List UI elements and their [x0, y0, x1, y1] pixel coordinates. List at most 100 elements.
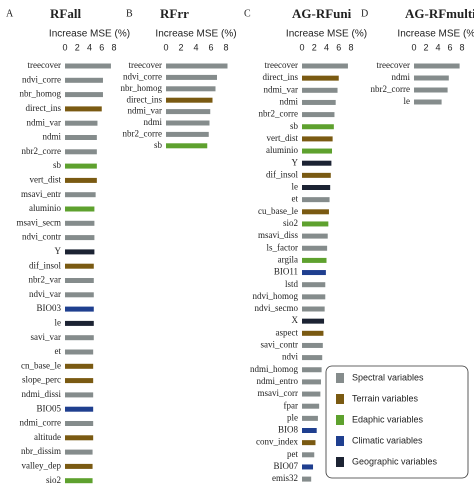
bar [302, 452, 315, 458]
category-label: aluminio [29, 203, 61, 213]
bar [65, 120, 98, 126]
x-tick-label: 8 [348, 42, 353, 52]
bar [65, 206, 95, 212]
category-label: treecover [265, 60, 298, 70]
bar [302, 476, 312, 482]
bar [302, 197, 330, 203]
category-label: nbr2_corre [22, 146, 61, 156]
category-label: nbr_dissim [21, 446, 61, 456]
category-label: le [292, 182, 299, 192]
category-label: ndvi_corre [22, 74, 61, 84]
bar [65, 135, 97, 140]
bar [302, 379, 321, 385]
bar [302, 415, 318, 421]
category-label: le [404, 96, 411, 106]
x-tick-label: 8 [459, 42, 464, 52]
category-label: sb [154, 140, 163, 150]
bar [65, 249, 95, 255]
bar [302, 403, 320, 409]
bar [414, 63, 460, 69]
category-label: ndvi_var [29, 289, 61, 299]
category-label: ndmi [143, 117, 162, 127]
bar [302, 87, 338, 93]
bar [302, 355, 323, 361]
category-label: ls_factor [267, 242, 299, 252]
category-label: conv_index [256, 437, 298, 447]
bar [302, 112, 335, 118]
x-tick-label: 0 [411, 42, 416, 52]
panel-title: RFall [50, 6, 81, 21]
x-axis-label: Increase MSE (%) [397, 29, 474, 40]
bar [302, 428, 317, 433]
bar [302, 136, 333, 142]
category-label: direct_ins [263, 72, 299, 82]
bar [65, 106, 102, 112]
bar [65, 421, 94, 426]
x-tick-label: 6 [99, 42, 104, 52]
category-label: nbr_homog [20, 89, 62, 99]
legend-label: Terrain variables [352, 393, 419, 403]
x-axis-label: Increase MSE (%) [49, 29, 130, 40]
category-label: slope_perc [22, 375, 61, 385]
category-label: treecover [28, 60, 61, 70]
x-tick-label: 2 [178, 42, 183, 52]
category-label: X [292, 315, 299, 325]
bar [414, 99, 442, 105]
category-label: vert_dist [267, 133, 299, 143]
bar [65, 92, 103, 98]
panel-letter: B [126, 8, 133, 19]
category-label: ndvi_homog [252, 291, 298, 301]
bar [302, 257, 327, 263]
category-label: valley_dep [22, 460, 62, 470]
x-tick-label: 6 [208, 42, 213, 52]
category-label: msavi_entr [21, 189, 61, 199]
bar [302, 294, 326, 300]
bar [65, 363, 94, 369]
bar [166, 131, 209, 137]
bar [414, 75, 449, 81]
bar [302, 306, 325, 312]
legend-label: Climatic variables [352, 435, 423, 445]
bar [166, 97, 213, 103]
bar [302, 124, 334, 130]
bar [302, 185, 331, 190]
bar [65, 392, 94, 398]
category-label: direct_ins [26, 103, 62, 113]
bar [302, 464, 314, 470]
x-tick-label: 4 [324, 42, 329, 52]
bar [302, 245, 328, 251]
panel-title: RFrr [160, 6, 189, 21]
category-label: ndmi_var [264, 84, 299, 94]
category-label: nbr2_corre [123, 128, 162, 138]
category-label: argila [278, 254, 298, 264]
bar [65, 63, 111, 69]
bar [302, 209, 329, 215]
category-label: ndmi_homog [250, 364, 299, 374]
category-label: BIO05 [37, 403, 62, 413]
bar [65, 320, 94, 326]
category-label: BIO03 [37, 303, 62, 313]
panel-letter: A [6, 8, 14, 19]
x-tick-label: 4 [193, 42, 198, 52]
category-label: fpar [284, 400, 299, 410]
bar [65, 192, 96, 198]
x-tick-label: 4 [435, 42, 440, 52]
panel-letter: D [361, 8, 368, 19]
category-label: treecover [129, 60, 162, 70]
category-label: lstd [285, 279, 299, 289]
x-tick-label: 0 [62, 42, 67, 52]
category-label: et [292, 194, 299, 204]
category-label: vert_dist [30, 174, 62, 184]
bar [302, 342, 323, 348]
x-tick-label: 6 [447, 42, 452, 52]
panel-letter: C [244, 8, 251, 19]
bar [302, 63, 348, 69]
category-label: BIO8 [278, 425, 298, 435]
bar [65, 220, 95, 226]
category-label: emis32 [272, 473, 298, 483]
panel-title: AG-RFuni [292, 6, 352, 21]
bar [302, 233, 328, 239]
category-label: ndvi_contr [22, 232, 61, 242]
category-label: savi_contr [261, 340, 299, 350]
